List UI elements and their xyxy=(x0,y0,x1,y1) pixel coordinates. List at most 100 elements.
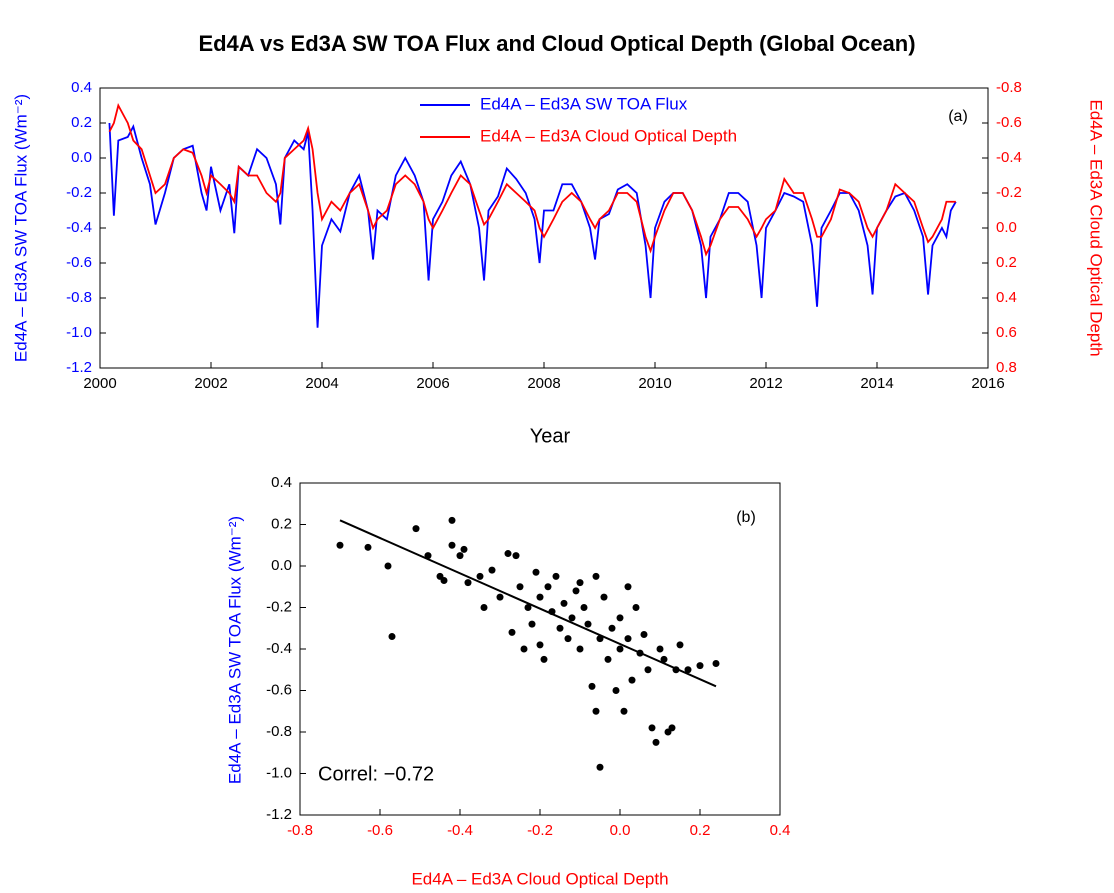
y-tick-label: -1.0 xyxy=(66,324,92,341)
scatter-point xyxy=(564,635,572,643)
scatter-point xyxy=(520,645,528,653)
scatter-point xyxy=(584,620,592,628)
scatter-point xyxy=(592,707,600,715)
y-tick-label: -1.2 xyxy=(66,359,92,376)
y2-tick-label: 0.4 xyxy=(996,289,1017,306)
y-tick-label: -0.8 xyxy=(266,723,292,740)
scatter-point xyxy=(652,738,660,746)
scatter-point xyxy=(568,614,576,622)
y-tick-label: 0.2 xyxy=(71,114,92,131)
y2-tick-label: -0.4 xyxy=(996,149,1022,166)
scatter-point xyxy=(388,633,396,641)
y2-tick-label: -0.8 xyxy=(996,79,1022,96)
scatter-point xyxy=(572,587,580,595)
scatter-point xyxy=(576,579,584,587)
scatter-point xyxy=(628,676,636,684)
scatter-point xyxy=(508,628,516,636)
x-tick-label: 2008 xyxy=(527,375,560,392)
scatter-point xyxy=(364,543,372,551)
scatter-point xyxy=(616,614,624,622)
scatter-point xyxy=(528,620,536,628)
chart-title: Ed4A vs Ed3A SW TOA Flux and Cloud Optic… xyxy=(198,31,915,56)
x-tick-label: -0.6 xyxy=(367,822,393,839)
data-line xyxy=(108,122,957,328)
y-tick-label: 0.0 xyxy=(271,557,292,574)
panel-label: (b) xyxy=(736,509,756,526)
y2-tick-label: -0.2 xyxy=(996,184,1022,201)
scatter-point xyxy=(544,583,552,591)
y2-axis-label: Ed4A – Ed3A Cloud Optical Depth xyxy=(1087,99,1106,356)
scatter-point xyxy=(488,566,496,574)
y-tick-label: -1.2 xyxy=(266,806,292,823)
scatter-point xyxy=(448,541,456,549)
y-tick-label: -0.2 xyxy=(66,184,92,201)
scatter-point xyxy=(464,579,472,587)
y2-tick-label: 0.0 xyxy=(996,219,1017,236)
annotation: Correl: −0.72 xyxy=(318,763,434,785)
x-tick-label: 2016 xyxy=(971,375,1004,392)
scatter-point xyxy=(476,572,484,580)
y-tick-label: 0.4 xyxy=(71,79,92,96)
scatter-point xyxy=(696,662,704,670)
panel-label: (a) xyxy=(948,108,968,125)
scatter-point xyxy=(516,583,524,591)
x-tick-label: 0.4 xyxy=(770,822,791,839)
scatter-point xyxy=(480,604,488,611)
scatter-point xyxy=(448,516,456,524)
scatter-point xyxy=(612,687,620,694)
scatter-point xyxy=(460,545,468,553)
legend-label: Ed4A – Ed3A Cloud Optical Depth xyxy=(480,126,737,145)
scatter-point xyxy=(660,655,668,663)
scatter-point xyxy=(632,604,640,611)
scatter-point xyxy=(536,593,544,601)
x-tick-label: 2002 xyxy=(194,375,227,392)
y2-tick-label: 0.6 xyxy=(996,324,1017,341)
scatter-point xyxy=(536,641,544,649)
x-tick-label: 2014 xyxy=(860,375,893,392)
scatter-point xyxy=(620,707,628,715)
scatter-point xyxy=(560,599,568,607)
scatter-point xyxy=(616,645,624,653)
y2-tick-label: 0.8 xyxy=(996,359,1017,376)
scatter-point xyxy=(592,572,600,580)
scatter-point xyxy=(604,655,612,663)
scatter-point xyxy=(552,572,560,580)
x-axis-label: Ed4A – Ed3A Cloud Optical Depth xyxy=(411,869,668,888)
scatter-point xyxy=(540,655,548,663)
x-tick-label: 2004 xyxy=(305,375,338,392)
scatter-point xyxy=(532,568,540,576)
data-line xyxy=(108,103,956,257)
scatter-point xyxy=(624,635,632,643)
x-tick-label: 0.2 xyxy=(690,822,711,839)
scatter-point xyxy=(712,660,720,668)
x-tick-label: -0.4 xyxy=(447,822,473,839)
y-tick-label: -0.4 xyxy=(66,219,92,236)
x-tick-label: -0.2 xyxy=(527,822,553,839)
scatter-point xyxy=(648,724,656,732)
scatter-point xyxy=(580,604,588,611)
scatter-point xyxy=(588,682,596,690)
y-tick-label: 0.0 xyxy=(71,149,92,166)
scatter-point xyxy=(644,666,652,674)
x-tick-label: 2012 xyxy=(749,375,782,392)
x-tick-label: -0.8 xyxy=(287,822,313,839)
scatter-point xyxy=(456,552,464,560)
scatter-point xyxy=(640,630,648,638)
scatter-point xyxy=(684,666,692,674)
scatter-point xyxy=(676,641,684,649)
scatter-point xyxy=(608,624,616,632)
fit-line xyxy=(339,519,717,688)
scatter-point xyxy=(596,763,604,771)
scatter-point xyxy=(624,583,632,591)
x-axis-label: Year xyxy=(530,425,571,447)
x-tick-label: 2000 xyxy=(83,375,116,392)
y-tick-label: -0.4 xyxy=(266,640,292,657)
y-tick-label: -1.0 xyxy=(266,764,292,781)
y-tick-label: 0.2 xyxy=(271,515,292,532)
y2-tick-label: 0.2 xyxy=(996,254,1017,271)
scatter-point xyxy=(600,593,608,601)
x-tick-label: 2010 xyxy=(638,375,671,392)
y-tick-label: 0.4 xyxy=(271,474,292,491)
